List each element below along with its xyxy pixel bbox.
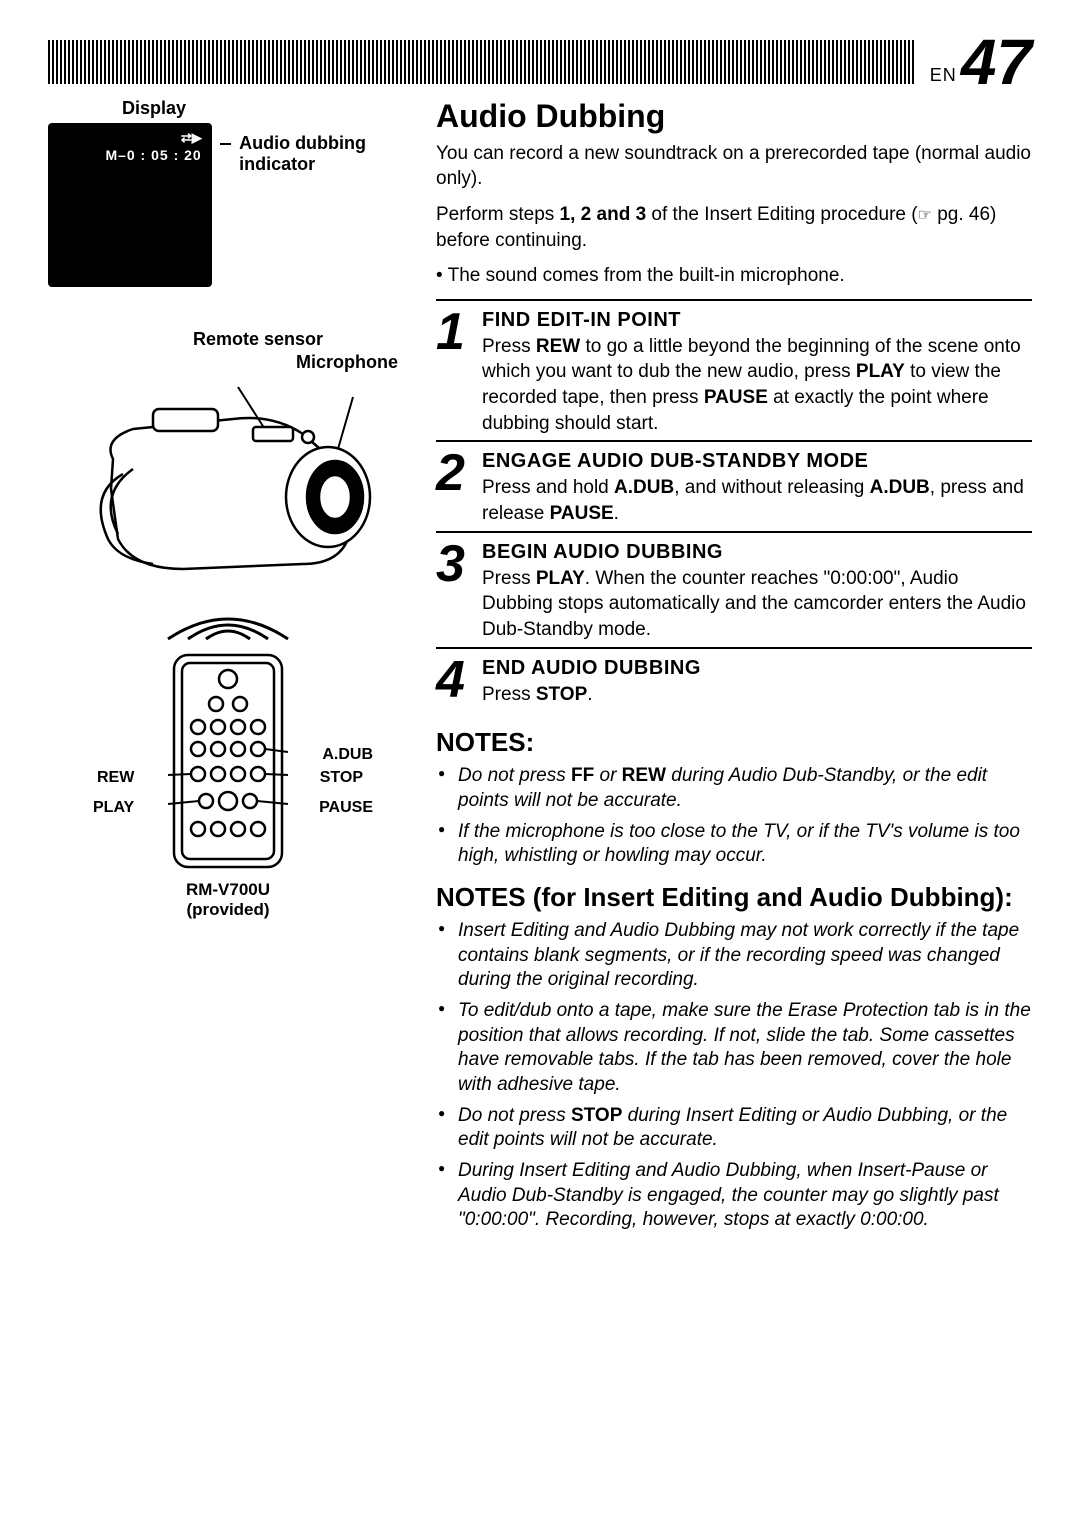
remote-provided: (provided) — [186, 900, 269, 919]
camcorder-diagram: Remote sensor Microphone — [48, 329, 408, 921]
remote-model: RM-V700U — [186, 880, 270, 899]
remote-pause-label: PAUSE — [319, 799, 373, 817]
step-content: FIND EDIT-IN POINTPress REW to go a litt… — [482, 309, 1032, 437]
step-title: END AUDIO DUBBING — [482, 657, 701, 680]
step-content: BEGIN AUDIO DUBBINGPress PLAY. When the … — [482, 541, 1032, 643]
dub-indicator-label: Audio dubbing indicator — [239, 133, 408, 176]
display-caption: Display — [122, 98, 408, 119]
intro-text: You can record a new soundtrack on a pre… — [436, 141, 1032, 192]
page-header: EN 47 — [48, 34, 1032, 92]
perform-suffix: of the Insert Editing procedure ( — [646, 204, 917, 225]
step-body: Press REW to go a little beyond the begi… — [482, 334, 1032, 437]
remote-rew-label: REW — [97, 769, 134, 787]
note-item: During Insert Editing and Audio Dubbing,… — [436, 1159, 1032, 1233]
notes2-list: Insert Editing and Audio Dubbing may not… — [436, 919, 1032, 1233]
step-content: ENGAGE AUDIO DUB-STANDBY MODEPress and h… — [482, 450, 1032, 526]
perform-prefix: Perform steps — [436, 204, 560, 225]
remote-play-label: PLAY — [93, 799, 134, 817]
step: 3BEGIN AUDIO DUBBINGPress PLAY. When the… — [436, 531, 1032, 643]
note-item: Do not press STOP during Insert Editing … — [436, 1104, 1032, 1153]
step-body: Press PLAY. When the counter reaches "0:… — [482, 566, 1032, 643]
left-column: Display ⇄▶ M–0 : 05 : 20 Audio dubbing i… — [48, 98, 408, 1240]
step: 2ENGAGE AUDIO DUB-STANDBY MODEPress and … — [436, 440, 1032, 526]
step-body: Press and hold A.DUB, and without releas… — [482, 475, 1032, 526]
note-item: To edit/dub onto a tape, make sure the E… — [436, 999, 1032, 1098]
note-item: Do not press FF or REW during Audio Dub-… — [436, 764, 1032, 813]
step-title: ENGAGE AUDIO DUB-STANDBY MODE — [482, 450, 1032, 473]
perform-text: Perform steps 1, 2 and 3 of the Insert E… — [436, 202, 1032, 253]
note-item: Insert Editing and Audio Dubbing may not… — [436, 919, 1032, 993]
page-number: 47 — [961, 34, 1032, 92]
camcorder-icon — [63, 379, 393, 589]
remote-adub-label: A.DUB — [322, 746, 373, 764]
cross-ref-icon: ☞ — [918, 207, 932, 224]
content-columns: Display ⇄▶ M–0 : 05 : 20 Audio dubbing i… — [48, 98, 1032, 1240]
step-title: FIND EDIT-IN POINT — [482, 309, 1032, 332]
step-number: 2 — [436, 450, 472, 526]
section-title: Audio Dubbing — [436, 98, 1032, 135]
step: 1FIND EDIT-IN POINTPress REW to go a lit… — [436, 299, 1032, 437]
step: 4END AUDIO DUBBINGPress STOP. — [436, 647, 1032, 708]
display-area: ⇄▶ M–0 : 05 : 20 Audio dubbing indicator — [48, 123, 408, 287]
remote-icon — [168, 649, 288, 874]
dub-indicator-icon: ⇄▶ — [181, 131, 202, 144]
leader-line — [220, 143, 231, 145]
remote-control-diagram: A.DUB STOP PAUSE REW PLAY — [153, 649, 303, 874]
lcd-display: ⇄▶ M–0 : 05 : 20 — [48, 123, 212, 287]
step-list: 1FIND EDIT-IN POINTPress REW to go a lit… — [436, 299, 1032, 707]
perform-steps: 1, 2 and 3 — [560, 204, 647, 225]
remote-sensor-label: Remote sensor — [108, 329, 408, 350]
step-number: 1 — [436, 309, 472, 437]
remote-model-caption: RM-V700U (provided) — [48, 880, 408, 921]
tape-counter: M–0 : 05 : 20 — [105, 147, 201, 163]
header-stripe-bar — [48, 40, 914, 84]
remote-stop-label: STOP — [320, 769, 363, 787]
step-content: END AUDIO DUBBINGPress STOP. — [482, 657, 701, 708]
right-column: Audio Dubbing You can record a new sound… — [436, 98, 1032, 1240]
microphone-label: Microphone — [48, 352, 398, 373]
notes2-title: NOTES (for Insert Editing and Audio Dubb… — [436, 883, 1032, 913]
step-title: BEGIN AUDIO DUBBING — [482, 541, 1032, 564]
remote-signal-icon — [148, 589, 308, 647]
page-lang: EN — [930, 65, 957, 86]
step-number: 4 — [436, 657, 472, 708]
notes-list: Do not press FF or REW during Audio Dub-… — [436, 764, 1032, 869]
step-number: 3 — [436, 541, 472, 643]
sound-note: • The sound comes from the built-in micr… — [436, 263, 1032, 289]
note-item: If the microphone is too close to the TV… — [436, 820, 1032, 869]
step-body: Press STOP. — [482, 682, 701, 708]
notes-title: NOTES: — [436, 727, 1032, 758]
